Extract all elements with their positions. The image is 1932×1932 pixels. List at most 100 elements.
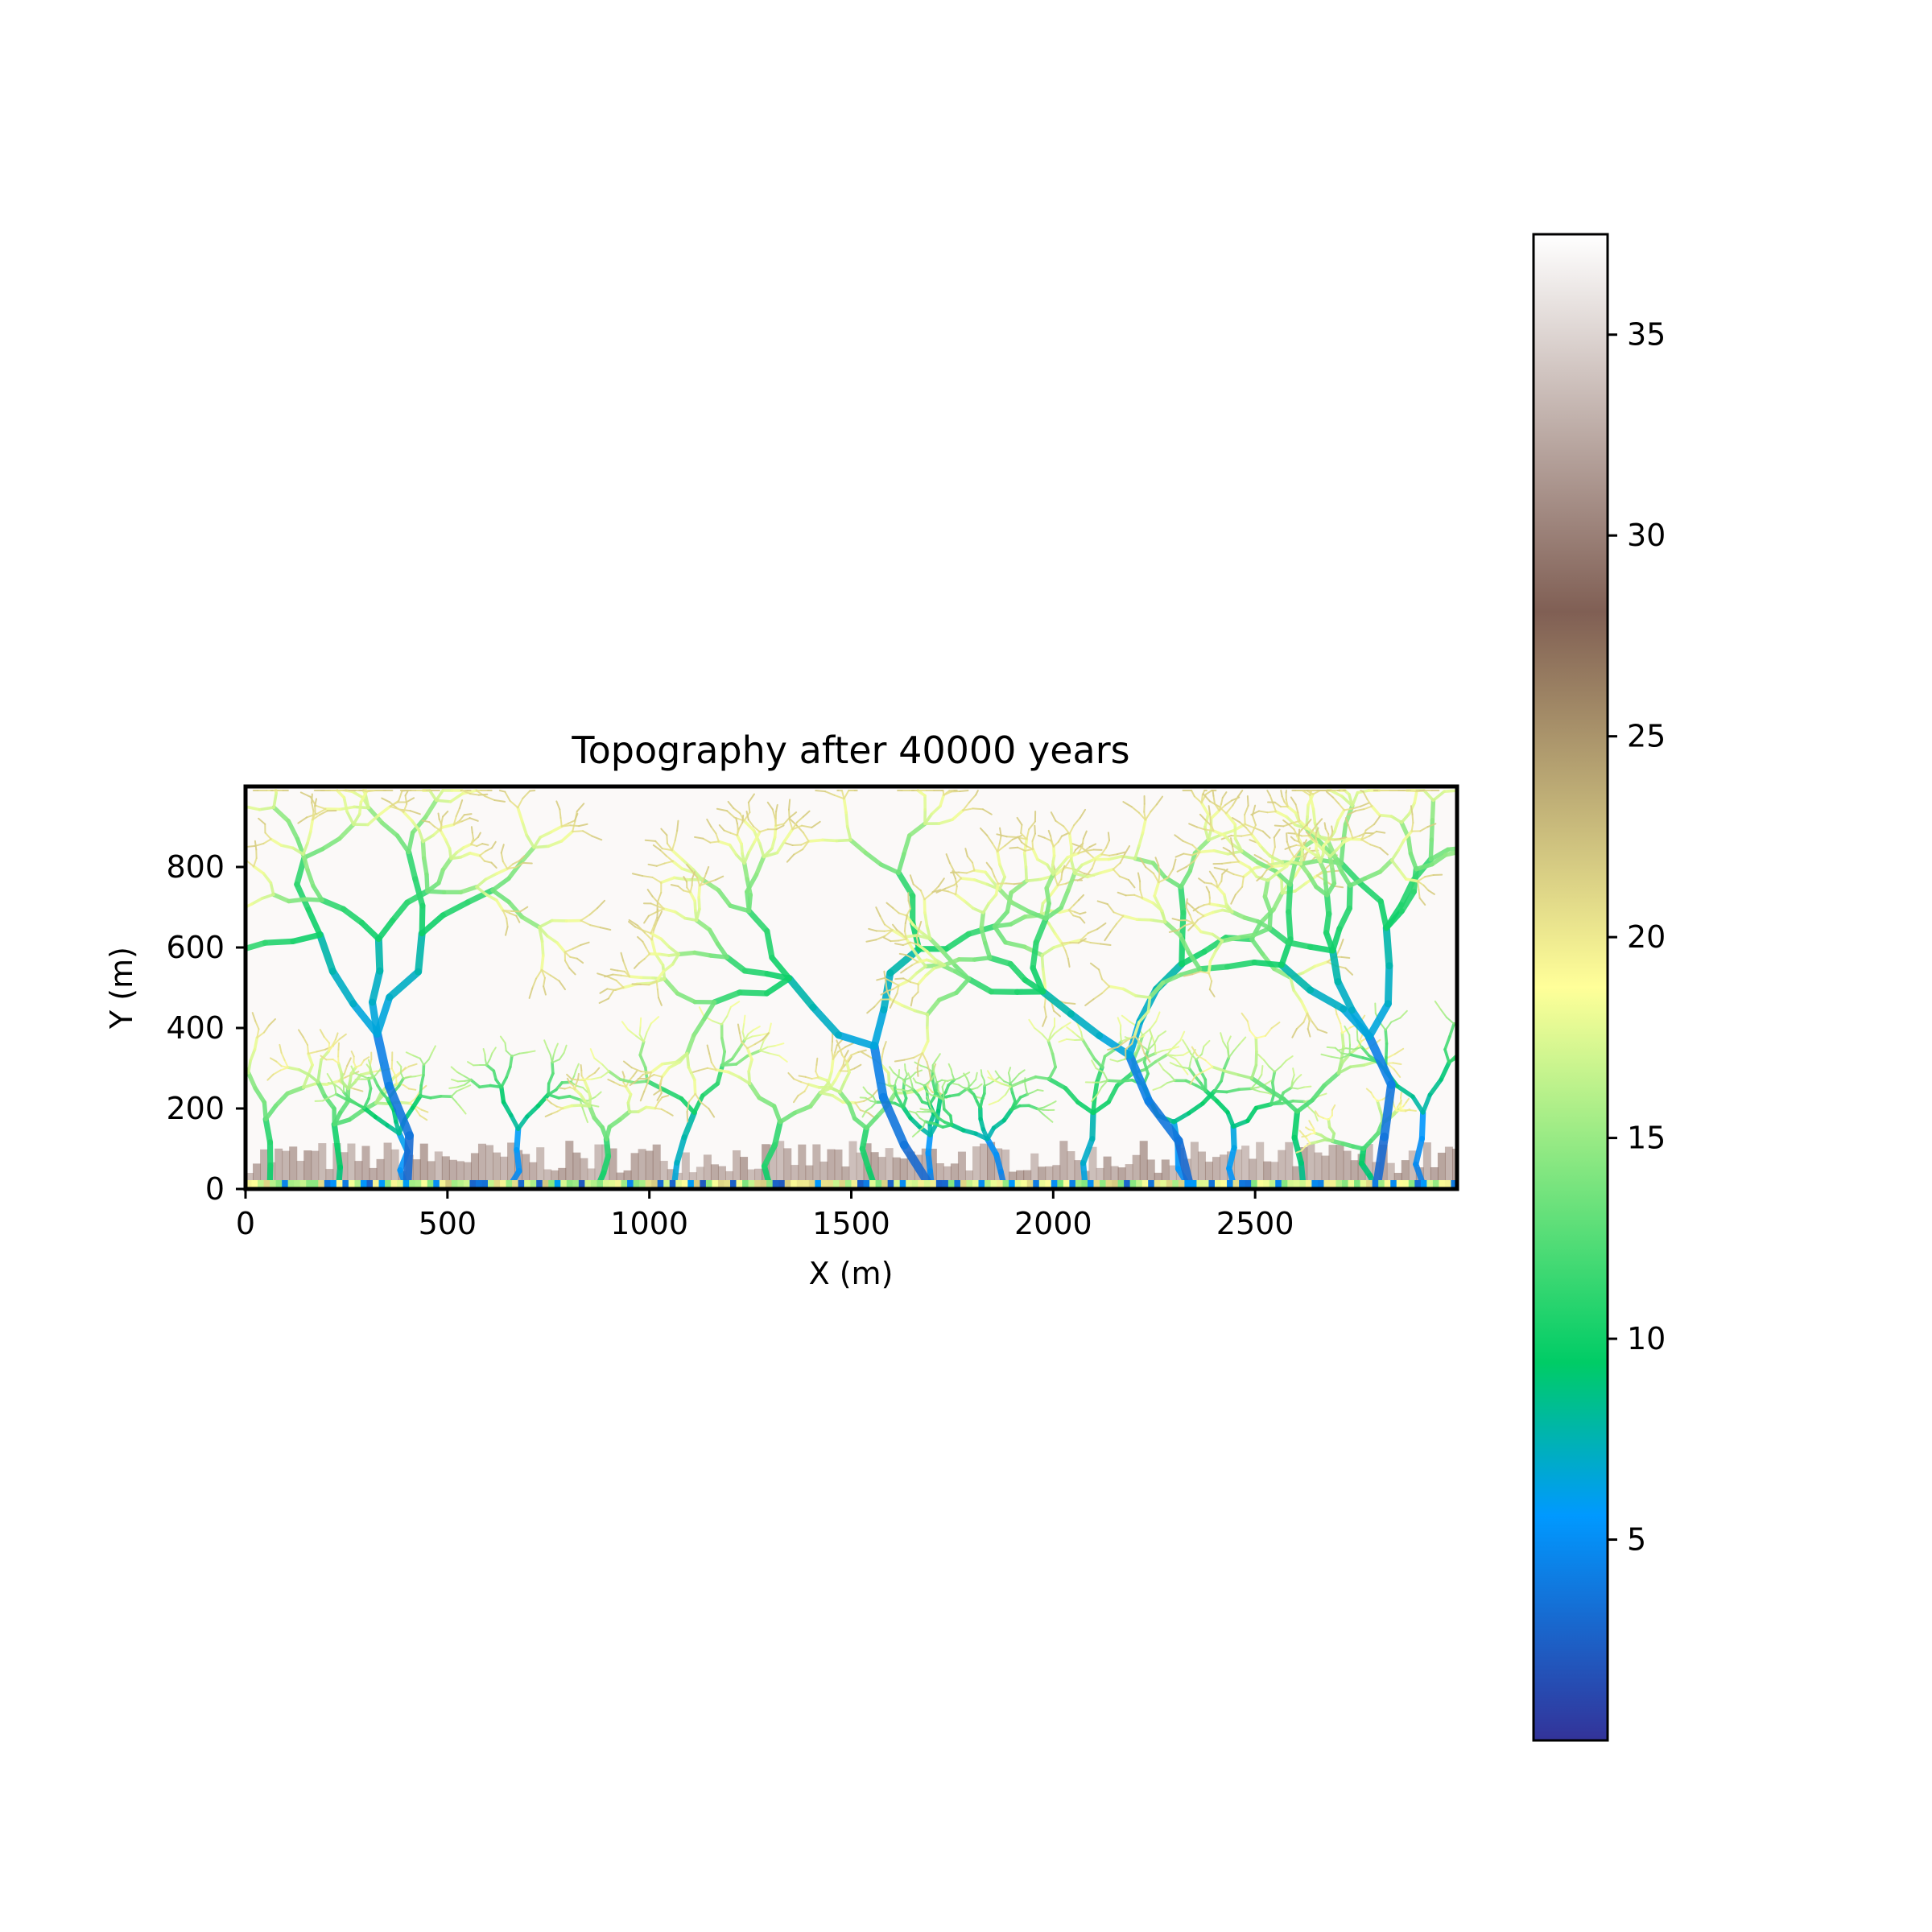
- drainage-channel: [559, 830, 574, 843]
- outlet-cell: [1317, 1180, 1324, 1189]
- drainage-channel: [1417, 876, 1426, 882]
- drainage-channel: [290, 931, 324, 944]
- drainage-channel: [1192, 919, 1199, 927]
- drainage-channel: [1460, 1053, 1474, 1055]
- drainage-channel: [254, 1020, 260, 1030]
- drainage-channel: [876, 976, 886, 981]
- drainage-channel: [935, 1080, 939, 1092]
- drainage-channel: [1050, 811, 1057, 822]
- drainage-channel: [628, 920, 637, 928]
- drainage-channel: [926, 1096, 931, 1103]
- drainage-channel: [417, 828, 425, 844]
- drainage-channel: [159, 899, 171, 905]
- drainage-channel: [538, 925, 549, 938]
- drainage-channel: [350, 1065, 356, 1074]
- drainage-channel: [569, 956, 578, 960]
- drainage-channel: [1347, 810, 1356, 816]
- outlet-cell: [1281, 1180, 1288, 1189]
- outlet-cell: [990, 1180, 997, 1189]
- drainage-channel: [706, 1067, 717, 1071]
- drainage-channel: [1362, 791, 1368, 800]
- drainage-channel: [1225, 804, 1234, 815]
- drainage-channel: [1204, 1059, 1214, 1068]
- drainage-channel: [286, 819, 300, 841]
- drainage-channel: [653, 1089, 661, 1096]
- drainage-channel: [1484, 1035, 1488, 1043]
- drainage-channel: [1113, 911, 1125, 917]
- drainage-channel: [1501, 848, 1508, 852]
- drainage-channel: [768, 1022, 772, 1034]
- drainage-channel: [1200, 1088, 1217, 1106]
- drainage-channel: [1291, 1108, 1301, 1141]
- drainage-channel: [761, 1141, 778, 1170]
- drainage-channel: [1293, 850, 1300, 858]
- drainage-channel: [1290, 1082, 1295, 1089]
- drainage-channel: [1203, 902, 1211, 906]
- drainage-channel: [657, 1096, 663, 1104]
- x-tick-label: 0: [236, 1206, 255, 1241]
- drainage-channel: [1212, 1080, 1223, 1093]
- drainage-channel: [1153, 1035, 1159, 1045]
- valley-floor: [376, 1158, 385, 1189]
- drainage-channel: [1318, 1092, 1327, 1097]
- drainage-channel: [650, 902, 658, 907]
- drainage-channel: [1203, 881, 1212, 885]
- drainage-channel: [435, 789, 444, 802]
- drainage-channel: [1291, 1134, 1304, 1166]
- drainage-channel: [1222, 847, 1231, 852]
- drainage-channel: [188, 989, 200, 996]
- drainage-channel: [886, 902, 894, 909]
- drainage-channel: [1112, 868, 1121, 877]
- drainage-channel: [839, 1065, 845, 1072]
- drainage-channel: [1043, 901, 1051, 921]
- drainage-channel: [519, 906, 529, 913]
- drainage-channel: [405, 1051, 415, 1057]
- outlet-cell: [590, 1180, 597, 1189]
- drainage-channel: [997, 887, 1015, 906]
- drainage-channel: [643, 952, 650, 960]
- drainage-channel: [573, 1069, 577, 1077]
- drainage-channel: [981, 902, 991, 914]
- drainage-channel: [546, 934, 559, 944]
- drainage-channel: [1102, 1071, 1109, 1082]
- drainage-channel: [1185, 919, 1195, 924]
- valley-floor: [1350, 1160, 1359, 1189]
- drainage-channel: [1187, 950, 1203, 972]
- drainage-channel: [887, 1071, 891, 1086]
- drainage-channel: [1343, 807, 1354, 811]
- drainage-channel: [150, 898, 159, 899]
- drainage-channel: [141, 902, 148, 909]
- drainage-channel: [1200, 794, 1203, 804]
- drainage-channel: [655, 862, 666, 867]
- drainage-channel: [1285, 1055, 1294, 1062]
- drainage-channel: [859, 1146, 872, 1172]
- drainage-channel: [1405, 1097, 1410, 1104]
- drainage-channel: [740, 842, 744, 856]
- drainage-channel: [1225, 1088, 1241, 1094]
- drainage-channel: [1289, 976, 1295, 993]
- drainage-channel: [505, 926, 509, 936]
- drainage-channel: [338, 1087, 345, 1093]
- drainage-channel: [234, 918, 238, 926]
- drainage-channel: [638, 958, 646, 964]
- drainage-channel: [271, 805, 291, 824]
- drainage-channel: [954, 893, 966, 903]
- drainage-channel: [1273, 828, 1281, 839]
- valley-floor: [877, 1157, 886, 1189]
- outlet-cell: [488, 1180, 495, 1189]
- drainage-channel: [1214, 939, 1224, 953]
- drainage-channel: [1122, 801, 1133, 808]
- drainage-channel: [1100, 943, 1112, 947]
- drainage-channel: [1130, 806, 1140, 814]
- drainage-channel: [998, 863, 1006, 879]
- drainage-channel: [419, 1057, 425, 1066]
- drainage-channel: [1427, 890, 1435, 895]
- drainage-channel: [735, 817, 738, 825]
- drainage-channel: [1191, 1046, 1199, 1056]
- drainage-channel: [1046, 1039, 1055, 1056]
- outlet-cell: [1075, 1180, 1082, 1189]
- drainage-channel: [953, 1076, 961, 1081]
- drainage-channel: [336, 822, 356, 841]
- drainage-channel: [1356, 1030, 1359, 1042]
